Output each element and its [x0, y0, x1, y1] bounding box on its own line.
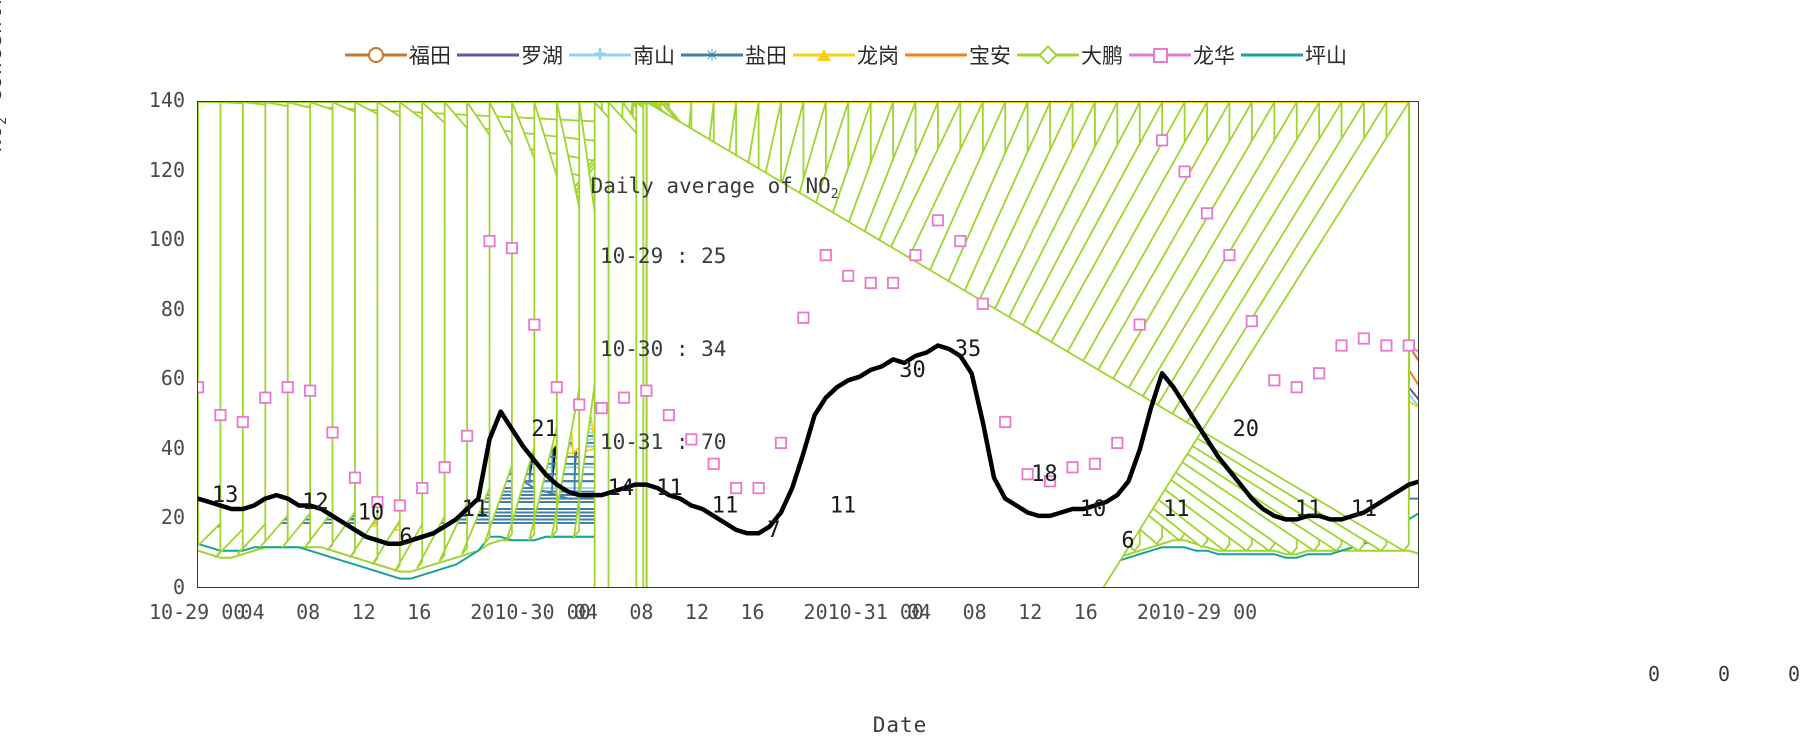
y-tick-label: 140: [148, 88, 185, 112]
inline-label-15: 6: [1121, 528, 1134, 553]
legend-label-3: 盐田: [745, 44, 787, 68]
legend-swatch-square-icon: [1129, 46, 1191, 64]
inline-label-8: 11: [712, 494, 739, 519]
inline-label-16: 11: [1163, 497, 1190, 522]
highlight-average-line: [198, 343, 1418, 547]
inline-label-4: 11: [462, 497, 489, 522]
y-tick-label: 100: [148, 227, 185, 252]
y-tick-label: 60: [160, 366, 185, 391]
legend-item-8[interactable]: 坪山: [1241, 40, 1353, 70]
legend-label-4: 龙岗: [857, 44, 899, 68]
legend-label-6: 大鹏: [1081, 44, 1123, 68]
y-tick-label: 40: [160, 435, 185, 460]
clipped-tick-label: 0: [1788, 662, 1800, 686]
series-markers-6: [198, 102, 1410, 587]
y-axis-label: NO2 concentrations [μg m−3]: [0, 0, 10, 152]
annotation-line-2: 10-30 : 34: [600, 337, 727, 362]
x-tick-label: 04: [907, 600, 932, 624]
legend-item-5[interactable]: 宝安: [905, 40, 1017, 70]
annotation-block: Daily average of NO2 10-29 : 25 10-30 : …: [540, 140, 839, 520]
inline-label-17: 20: [1233, 417, 1260, 442]
x-tick-label: 08: [629, 600, 654, 624]
inline-label-18: 11: [1295, 497, 1322, 522]
legend-label-1: 罗湖: [521, 44, 563, 68]
legend-swatch-diamond-icon: [1017, 45, 1079, 65]
annotation-title: Daily average of NO2: [590, 174, 839, 203]
y-tick-label: 80: [160, 296, 185, 321]
inline-label-13: 18: [1031, 462, 1058, 487]
inline-label-3: 6: [399, 525, 412, 550]
y-tick-label: 120: [148, 157, 185, 182]
inline-label-14: 10: [1080, 497, 1107, 522]
inline-label-7: 11: [656, 476, 683, 501]
x-tick-label: 04: [240, 600, 265, 624]
x-tick-label: 08: [296, 600, 321, 624]
legend-swatch-star-icon: ✳: [681, 44, 743, 66]
x-tick-label: 2010-31 00: [803, 600, 924, 624]
legend-swatch-triangle-icon: [793, 46, 855, 64]
chart-legend: 福田 罗湖 + 南山 ✳ 盐田 龙岗 宝安 大鹏 龙华 坪山: [345, 40, 1353, 70]
x-tick-label: 16: [740, 600, 765, 624]
annotation-line-3: 10-31 : 70: [600, 430, 727, 455]
legend-swatch-plus-icon: +: [569, 44, 631, 66]
inline-label-9: 7: [767, 518, 780, 543]
legend-item-0[interactable]: 福田: [345, 40, 457, 70]
annotation-line-1: 10-29 : 25: [600, 244, 727, 269]
inline-label-1: 12: [302, 490, 329, 515]
inline-label-19: 11: [1351, 497, 1378, 522]
y-tick-label: 0: [172, 575, 185, 599]
x-tick-label: 2010-29 00: [1136, 600, 1258, 624]
legend-item-4[interactable]: 龙岗: [793, 40, 905, 70]
x-tick-label: 12: [684, 600, 709, 624]
legend-label-7: 龙华: [1193, 44, 1235, 68]
x-tick-label: 2010-30 00: [470, 600, 591, 624]
x-tick-label: 10-29 00: [149, 600, 246, 624]
clipped-tick-label: 0: [1718, 662, 1731, 686]
x-tick-label: 12: [1018, 600, 1043, 624]
legend-item-7[interactable]: 龙华: [1129, 40, 1241, 70]
legend-swatch-circle-icon: [345, 46, 407, 64]
inline-label-10: 11: [830, 494, 857, 519]
legend-label-8: 坪山: [1305, 44, 1347, 68]
legend-item-2[interactable]: + 南山: [569, 40, 681, 70]
plot-area: 13 12 10 6 11 21 14 11 11 7 11 30 35 18 10 6 11 20 11 11: [197, 101, 1419, 588]
legend-label-2: 南山: [633, 44, 675, 68]
series-canvas: 13 12 10 6 11 21 14 11 11 7 11 30 35 18 10 6 11 20 11 11: [198, 102, 1418, 587]
inline-label-6: 14: [608, 476, 635, 501]
inline-label-5: 21: [531, 417, 558, 442]
legend-swatch-none-icon: [1241, 46, 1303, 64]
inline-label-0: 13: [212, 483, 239, 508]
legend-label-5: 宝安: [969, 44, 1011, 68]
legend-item-1[interactable]: 罗湖: [457, 40, 569, 70]
legend-label-0: 福田: [409, 44, 451, 68]
x-tick-label: 04: [573, 600, 598, 624]
x-tick-label: 16: [407, 600, 432, 624]
legend-item-3[interactable]: ✳ 盐田: [681, 40, 793, 70]
y-tick-label: 20: [160, 505, 185, 530]
legend-swatch-none-icon: [905, 46, 967, 64]
inline-label-11: 30: [899, 358, 926, 383]
inline-label-2: 10: [358, 500, 385, 525]
x-axis-label: Date: [872, 713, 928, 737]
x-tick-label: 08: [962, 600, 987, 624]
clipped-tick-label: 0: [1648, 662, 1661, 686]
series-markers-7: [198, 134, 1415, 512]
legend-swatch-none-icon: [457, 46, 519, 64]
x-tick-label: 12: [351, 600, 376, 624]
legend-item-6[interactable]: 大鹏: [1017, 40, 1129, 70]
inline-label-12: 35: [955, 337, 982, 362]
x-tick-label: 16: [1073, 600, 1098, 624]
